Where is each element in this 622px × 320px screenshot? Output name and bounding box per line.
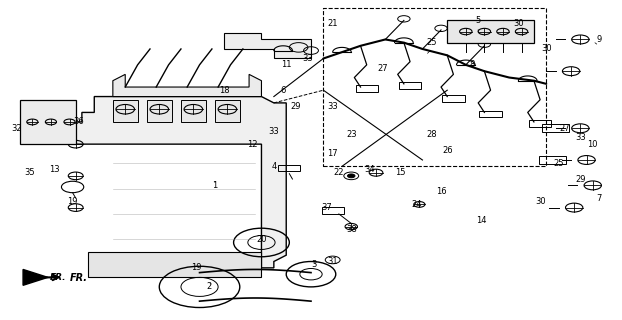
Bar <box>529 120 551 127</box>
Polygon shape <box>225 33 311 59</box>
Text: 3: 3 <box>312 260 317 269</box>
Text: 27: 27 <box>560 124 570 133</box>
Bar <box>323 8 546 166</box>
Text: 36: 36 <box>73 117 84 126</box>
Text: 19: 19 <box>67 197 78 206</box>
Bar <box>447 20 534 43</box>
Polygon shape <box>23 269 48 285</box>
Text: 11: 11 <box>281 60 292 69</box>
Bar <box>542 124 569 132</box>
Bar <box>539 156 566 164</box>
Polygon shape <box>113 74 261 97</box>
Text: 17: 17 <box>327 149 338 158</box>
Text: 7: 7 <box>596 194 601 203</box>
Text: 20: 20 <box>256 235 267 244</box>
Text: 12: 12 <box>247 140 258 148</box>
Text: 2: 2 <box>207 282 211 292</box>
Circle shape <box>348 174 355 178</box>
Bar <box>480 111 502 117</box>
Text: 35: 35 <box>24 168 35 177</box>
Bar <box>88 252 261 277</box>
Text: 5: 5 <box>476 16 481 25</box>
Text: 18: 18 <box>219 86 230 95</box>
Text: 30: 30 <box>513 19 524 28</box>
Text: 33: 33 <box>302 54 313 63</box>
Text: 6: 6 <box>281 86 286 95</box>
Text: 1: 1 <box>212 181 218 190</box>
Bar <box>278 164 300 171</box>
Polygon shape <box>57 97 286 268</box>
Text: 9: 9 <box>596 35 601 44</box>
Text: 29: 29 <box>290 101 301 111</box>
Text: 25: 25 <box>554 159 564 168</box>
Text: 4: 4 <box>271 162 276 171</box>
Text: 16: 16 <box>436 187 447 196</box>
Text: 26: 26 <box>442 146 453 155</box>
Bar <box>356 85 378 92</box>
Text: 30: 30 <box>541 44 552 53</box>
Text: 27: 27 <box>377 63 388 73</box>
Text: 29: 29 <box>575 174 585 184</box>
Bar <box>147 100 172 122</box>
Text: 19: 19 <box>191 263 202 272</box>
Text: 22: 22 <box>333 168 344 177</box>
Bar <box>181 100 206 122</box>
Text: 31: 31 <box>327 257 338 266</box>
Text: 32: 32 <box>12 124 22 133</box>
Text: 15: 15 <box>396 168 406 177</box>
Text: 25: 25 <box>427 38 437 47</box>
Bar <box>399 82 421 89</box>
Text: 8: 8 <box>470 60 475 69</box>
Text: 37: 37 <box>321 203 332 212</box>
Text: 34: 34 <box>364 165 375 174</box>
Text: 28: 28 <box>427 130 437 139</box>
Text: 38: 38 <box>346 225 356 234</box>
Bar <box>442 95 465 101</box>
Text: 13: 13 <box>49 165 59 174</box>
Text: 30: 30 <box>535 197 545 206</box>
Text: 23: 23 <box>346 130 356 139</box>
Text: 14: 14 <box>476 216 486 225</box>
Bar <box>215 100 240 122</box>
Text: 10: 10 <box>588 140 598 148</box>
Text: 33: 33 <box>327 101 338 111</box>
Bar <box>322 207 344 214</box>
Text: 24: 24 <box>411 200 422 209</box>
Text: FR.: FR. <box>70 273 88 283</box>
Text: FR.: FR. <box>50 273 66 282</box>
Bar <box>20 100 76 144</box>
Text: 33: 33 <box>269 127 279 136</box>
Text: 33: 33 <box>575 133 586 142</box>
Text: 21: 21 <box>327 19 338 28</box>
Bar <box>113 100 137 122</box>
